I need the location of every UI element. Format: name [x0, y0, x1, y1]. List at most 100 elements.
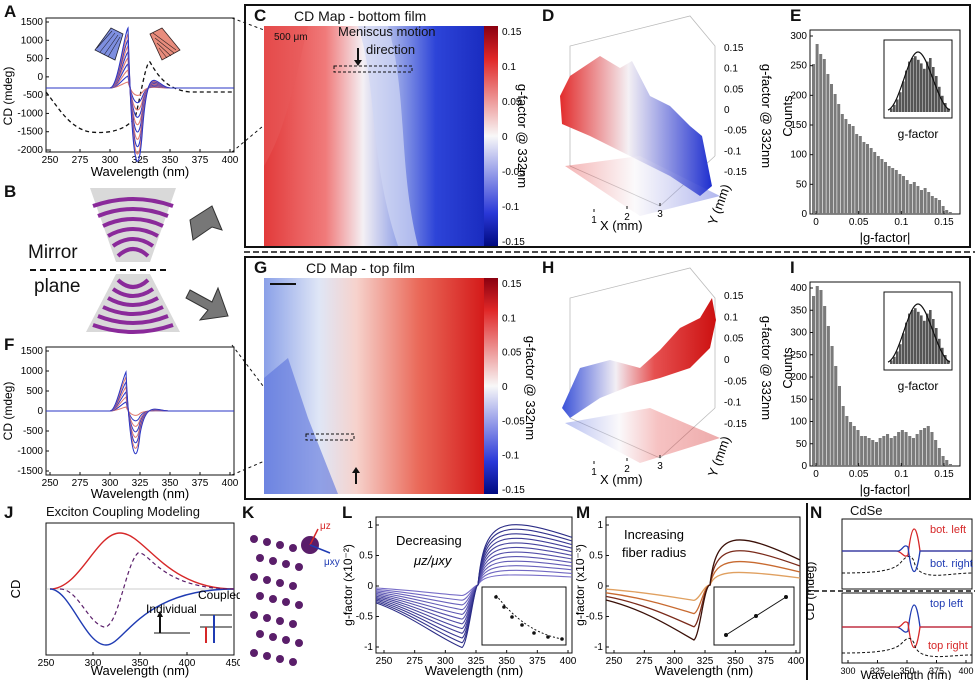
hist-bar	[948, 464, 952, 466]
c-cbt-tick: -0.1	[502, 202, 520, 213]
hist-bar	[852, 426, 856, 466]
j-xlabel: Wavelength (nm)	[91, 663, 190, 678]
e-yt-tick: 300	[790, 31, 807, 42]
hist-bar	[869, 148, 873, 214]
l-annot2: μz/μxy	[413, 553, 453, 568]
n-leg4: top right	[928, 640, 968, 652]
hist-bar	[834, 366, 838, 466]
f-yt-tick: -500	[23, 426, 43, 437]
hist-bar	[923, 188, 927, 214]
a-yt-tick: -1500	[17, 127, 43, 138]
hist-bar	[841, 406, 845, 466]
h-zt-tick: 0.05	[724, 334, 744, 345]
l-inset-dot	[560, 637, 564, 641]
m-xt-tick: 375	[757, 656, 774, 667]
e-yt-tick: 150	[790, 120, 807, 131]
m-xt-tick: 275	[636, 656, 653, 667]
a-yt-tick: 500	[26, 54, 43, 65]
a-cd-curve	[46, 38, 234, 148]
hist-bar	[886, 434, 890, 466]
a-cd-curve	[46, 75, 234, 104]
inset-bar	[929, 310, 932, 364]
hist-bar	[898, 174, 902, 214]
k-atom	[289, 620, 297, 628]
e-xt-tick: 0.15	[934, 217, 954, 228]
hist-bar	[930, 196, 934, 214]
inset-bar	[896, 351, 899, 364]
inset-bar	[941, 347, 944, 364]
inset-fit	[887, 51, 951, 111]
n-ticks-tick: 300	[840, 666, 855, 676]
h-xt-tick: 2	[624, 464, 630, 475]
hist-bar	[920, 190, 923, 214]
e-xt-tick: 0.05	[849, 217, 869, 228]
k-atom	[250, 611, 258, 619]
k-atom	[276, 655, 284, 663]
hist-bar	[900, 430, 904, 466]
l-xt-tick: 250	[376, 656, 393, 667]
k-atom	[282, 560, 290, 568]
a-xt-tick: 375	[192, 155, 209, 166]
hist-bar	[882, 436, 886, 466]
f-xt-tick: 350	[162, 478, 179, 489]
n-ticks-tick: 325	[870, 666, 885, 676]
j-xt-tick: 350	[132, 658, 149, 669]
panel-a-chart: 1500 1000 500 0 -500 -1000 -1500 -2000 250 275 30…	[1, 17, 239, 179]
panel-b: B Mirror plane	[0, 180, 240, 335]
inset-bar	[902, 333, 905, 364]
m-xt-tick: 400	[788, 656, 804, 667]
panel-l-label: L	[342, 503, 353, 522]
top-cone	[90, 188, 176, 262]
inset-bar	[917, 59, 920, 112]
a-yt-tick: -500	[23, 90, 43, 101]
hist-bar	[819, 54, 823, 214]
inset-bar	[923, 68, 926, 112]
n-chart: 300 325 350 375 400 bot. left bot. right top…	[806, 518, 975, 680]
j-xt-tick: 300	[85, 658, 102, 669]
d-zlabel: g-factor @ 332nm	[759, 64, 774, 168]
h-xt-tick: 3	[657, 461, 663, 472]
l-xt-tick: 275	[406, 656, 423, 667]
g-up-arrow-icon	[352, 467, 360, 473]
k-atom	[295, 639, 303, 647]
inset-bar	[941, 95, 944, 112]
panel-m: M 1 0.5 0 -0.5 -1 250 275 300 325 350 375 400 g-fa…	[576, 503, 804, 680]
f-yt-tick: 1000	[21, 366, 44, 377]
i-yt-tick: 350	[790, 305, 807, 316]
inset-bar	[929, 58, 932, 112]
a-yt-tick: 1000	[21, 35, 44, 46]
i-yt-tick: 400	[790, 283, 807, 294]
middle-frame	[244, 256, 971, 500]
n-bot-left-curve	[842, 528, 972, 557]
inset-bar	[914, 308, 917, 364]
e-yt-tick: 0	[801, 209, 807, 220]
hist-bar	[833, 94, 837, 214]
l-xlabel: Wavelength (nm)	[425, 663, 524, 678]
m-xt-tick: 250	[606, 656, 623, 667]
k-atom	[269, 557, 277, 565]
n-top-right-curve	[842, 621, 972, 649]
inset-bar	[926, 313, 929, 364]
hist-bar	[915, 434, 919, 466]
a-xt-tick: 325	[132, 155, 149, 166]
m-g-curve	[605, 550, 801, 628]
k-atom	[295, 563, 303, 571]
d-surface: 0.15 0.1 0.05 0 -0.05 -0.1 -0.15 1 2 3 g-factor …	[560, 15, 774, 233]
c-down-arrow-icon	[354, 60, 362, 66]
e-yt-tick: 100	[790, 150, 807, 161]
k-atom	[256, 592, 264, 600]
d-xt-tick: 3	[657, 209, 663, 220]
h-xt-tick: 1	[591, 467, 597, 478]
m-chart: 1 0.5 0 -0.5 -1 250 275 300 325 350 375 400 g-fact…	[576, 516, 804, 678]
j-dashed-curve	[59, 552, 235, 628]
hist-bar	[934, 198, 938, 214]
k-atom	[256, 630, 264, 638]
m-g-curve	[605, 571, 801, 602]
g-heatmap: 0.15 0.1 0.05 0 -0.05 -0.1 -0.15 g-factor @ 33…	[264, 278, 538, 496]
d-zt-tick: -0.1	[724, 146, 742, 157]
l-chart: 1 0.5 0 -0.5 -1 250 275 300 325 350 375 400 g-fact…	[341, 516, 576, 678]
e-xlabel: |g-factor|	[860, 230, 911, 245]
n-bot-right-curve	[842, 545, 972, 573]
c-cbt-tick: 0.15	[502, 27, 522, 38]
h-zt-tick: 0.15	[724, 291, 744, 302]
